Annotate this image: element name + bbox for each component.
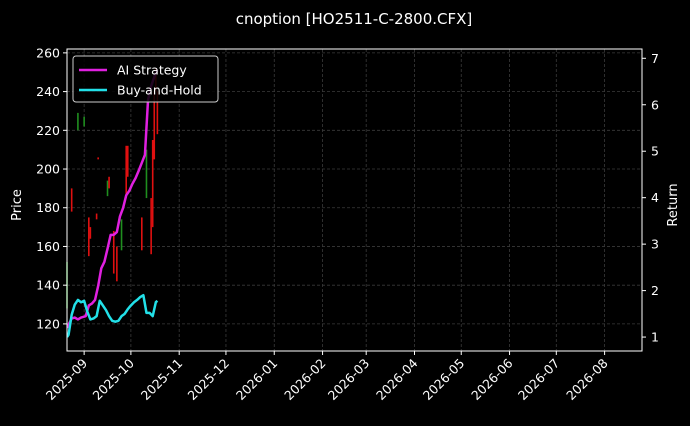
y2-tick-label: 2: [651, 283, 659, 298]
y2-tick-label: 4: [651, 190, 659, 205]
return-series: [67, 69, 159, 338]
y-tick-label: 260: [36, 45, 60, 60]
y-tick-label: 140: [36, 278, 60, 293]
y-tick-label: 200: [36, 162, 60, 177]
buy-and-hold-line: [67, 294, 159, 338]
y2-axis-label: Return: [666, 183, 681, 226]
legend: AI Strategy Buy-and-Hold: [72, 55, 219, 103]
legend-label-buy-and-hold: Buy-and-Hold: [117, 83, 202, 98]
y-tick-label: 180: [36, 200, 60, 215]
y2-tick-label: 5: [651, 144, 659, 159]
y-tick-label: 220: [36, 123, 60, 138]
plot-frame: [66, 48, 643, 352]
y-tick-label: 240: [36, 84, 60, 99]
y2-tick-label: 3: [651, 237, 659, 252]
grid-lines: [67, 49, 642, 351]
legend-label-ai-strategy: AI Strategy: [117, 63, 187, 78]
y-axis-label: Price: [10, 189, 25, 221]
ai-strategy-line: [67, 69, 159, 329]
y2-tick-label: 7: [651, 51, 659, 66]
y2-tick-label: 6: [651, 97, 659, 112]
chart-title: cnoption [HO2511-C-2800.CFX]: [236, 10, 473, 28]
legend-box: [72, 55, 219, 103]
y-tick-label: 160: [36, 239, 60, 254]
y-tick-label: 120: [36, 316, 60, 331]
y2-tick-label: 1: [651, 330, 659, 345]
